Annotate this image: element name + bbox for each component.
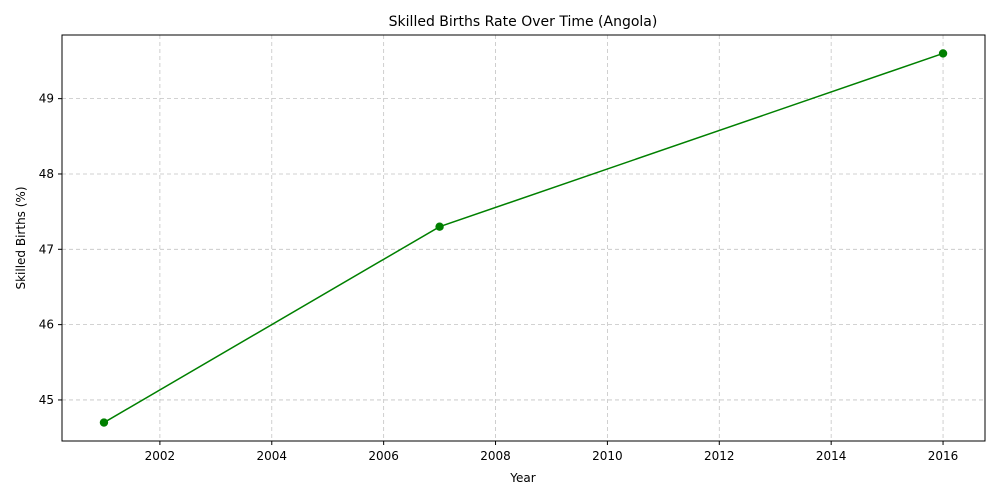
y-tick-label: 48 xyxy=(39,167,54,181)
y-tick-label: 46 xyxy=(39,318,54,332)
series-layer xyxy=(99,49,948,427)
x-axis: 2002 2004 2006 2008 2010 2012 2014 2016 xyxy=(145,441,959,463)
data-point xyxy=(938,49,948,58)
y-tick-label: 47 xyxy=(39,242,54,256)
y-tick-label: 45 xyxy=(39,393,54,407)
y-tick-label: 49 xyxy=(39,92,54,106)
x-tick-label: 2012 xyxy=(704,449,735,463)
data-point xyxy=(435,222,444,231)
plot-frame xyxy=(61,34,986,442)
x-tick-label: 2014 xyxy=(816,449,847,463)
grid-lines xyxy=(62,35,985,441)
data-point xyxy=(99,418,109,427)
y-axis: 45 46 47 48 49 xyxy=(39,92,62,407)
series-line xyxy=(103,52,944,424)
x-axis-label: Year xyxy=(509,471,535,485)
chart-title: Skilled Births Rate Over Time (Angola) xyxy=(389,14,658,30)
x-tick-label: 2008 xyxy=(480,449,511,463)
y-axis-label: Skilled Births (%) xyxy=(14,186,28,289)
x-tick-label: 2016 xyxy=(928,449,959,463)
x-tick-label: 2006 xyxy=(368,449,399,463)
x-tick-label: 2002 xyxy=(145,449,176,463)
x-tick-label: 2010 xyxy=(592,449,623,463)
x-tick-label: 2004 xyxy=(256,449,287,463)
